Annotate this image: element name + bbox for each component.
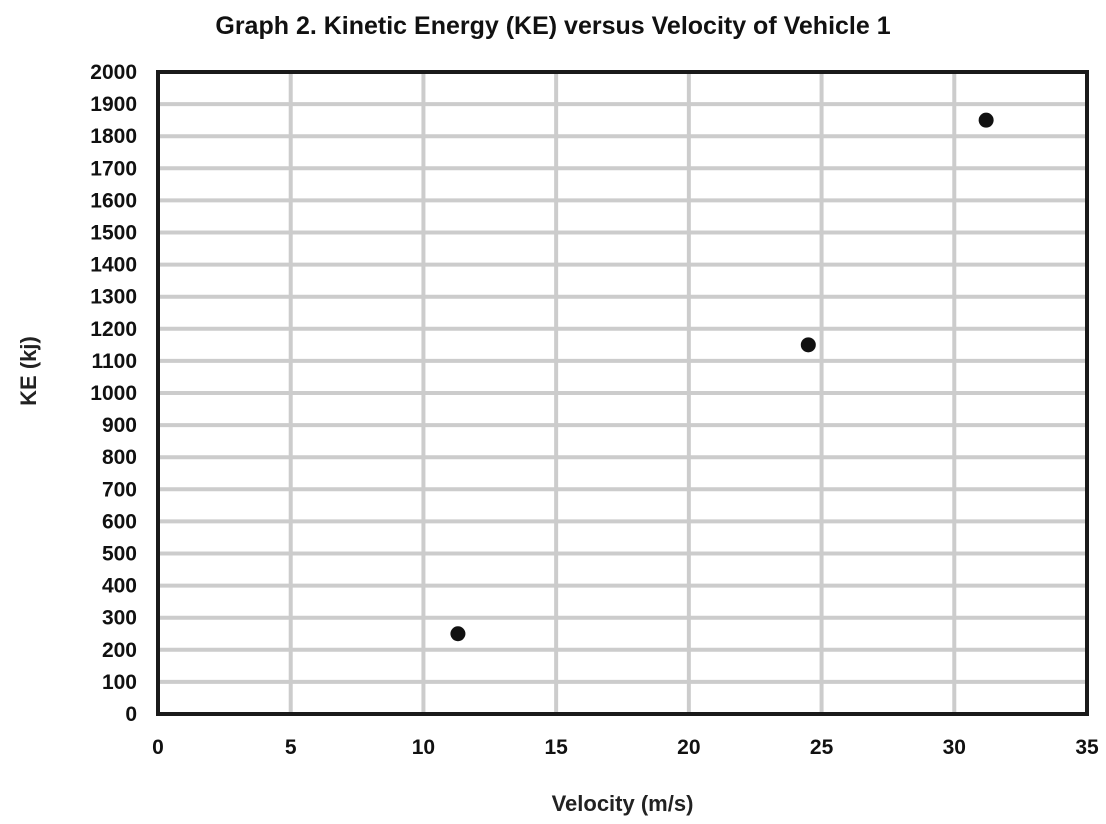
x-axis-label: Velocity (m/s) <box>552 791 694 816</box>
data-points <box>450 112 994 642</box>
y-tick-label: 1100 <box>91 350 137 373</box>
y-tick-label: 1700 <box>90 157 137 180</box>
y-tick-label: 700 <box>102 478 137 501</box>
y-tick-label: 1600 <box>90 189 137 212</box>
y-tick-label: 1900 <box>90 93 137 116</box>
y-tick-label: 500 <box>102 543 137 566</box>
x-tick-label: 5 <box>285 736 297 759</box>
chart-title: Graph 2. Kinetic Energy (KE) versus Velo… <box>215 12 891 40</box>
x-tick-label: 0 <box>152 736 164 759</box>
y-tick-label: 1500 <box>90 222 137 245</box>
x-tick-label: 10 <box>412 736 435 759</box>
y-tick-label: 1200 <box>90 318 137 341</box>
y-tick-label: 800 <box>102 446 137 469</box>
x-tick-labels: 0 5 10 15 20 25 30 35 <box>152 736 1099 759</box>
y-tick-label: 1300 <box>90 286 137 309</box>
y-tick-label: 1400 <box>90 254 137 277</box>
y-tick-label: 1000 <box>90 382 137 405</box>
y-tick-labels: 0 100 200 300 400 500 600 700 800 900 1000 1100 1200… <box>90 61 137 726</box>
plot-frame <box>156 70 1089 716</box>
grid <box>156 70 1089 716</box>
y-tick-label: 300 <box>102 607 137 630</box>
data-point <box>978 112 994 128</box>
y-tick-label: 0 <box>125 703 137 726</box>
y-axis-label: KE (kj) <box>16 336 41 406</box>
x-tick-label: 30 <box>943 736 966 759</box>
x-tick-label: 20 <box>677 736 700 759</box>
x-tick-label: 35 <box>1075 736 1099 759</box>
y-tick-label: 400 <box>102 575 137 598</box>
data-point <box>450 626 466 642</box>
y-tick-label: 100 <box>102 671 137 694</box>
x-tick-label: 15 <box>544 736 568 759</box>
y-tick-label: 900 <box>102 414 137 437</box>
x-tick-label: 25 <box>810 736 834 759</box>
y-tick-label: 200 <box>102 639 137 662</box>
y-tick-label: 1800 <box>90 125 137 148</box>
y-tick-label: 2000 <box>90 61 137 84</box>
y-tick-label: 600 <box>102 510 137 533</box>
data-point <box>800 337 816 353</box>
